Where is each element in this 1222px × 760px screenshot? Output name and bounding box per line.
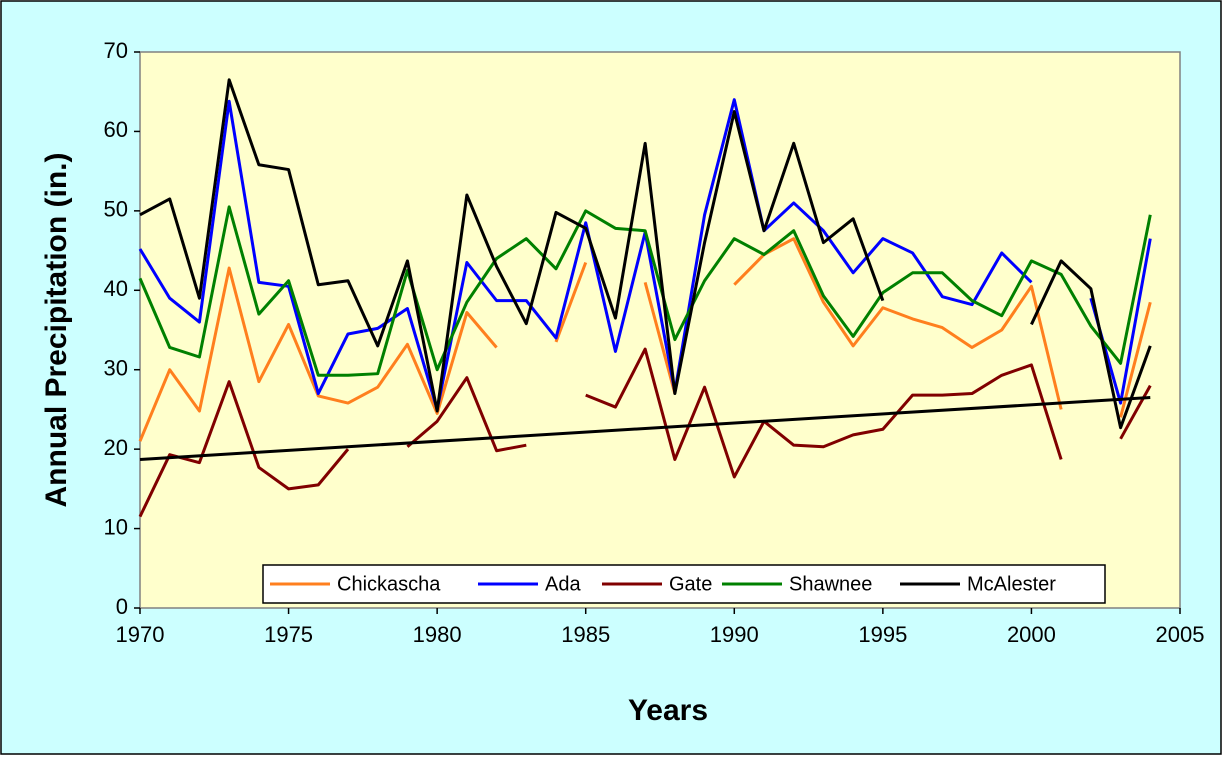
legend-label: Chickascha bbox=[337, 573, 441, 595]
plot-area bbox=[139, 51, 1181, 609]
x-tick-label: 1975 bbox=[264, 622, 313, 647]
x-axis-title: Years bbox=[628, 694, 708, 727]
y-tick-label: 10 bbox=[104, 514, 128, 539]
y-tick-label: 50 bbox=[104, 197, 128, 222]
x-tick-label: 2000 bbox=[1007, 622, 1056, 647]
y-tick-label: 20 bbox=[104, 435, 128, 460]
y-tick-label: 70 bbox=[104, 38, 128, 63]
trend-line bbox=[139, 396, 1151, 461]
y-tick-label: 40 bbox=[104, 276, 128, 301]
legend-label: McAlester bbox=[967, 573, 1056, 595]
x-tick-label: 1970 bbox=[116, 622, 165, 647]
legend-box bbox=[262, 564, 1106, 604]
y-tick-label: 0 bbox=[116, 594, 128, 619]
y-tick-label: 30 bbox=[104, 356, 128, 381]
series-line bbox=[139, 78, 1152, 430]
x-tick-label: 1995 bbox=[858, 622, 907, 647]
x-tick-label: 1985 bbox=[561, 622, 610, 647]
legend-label: Gate bbox=[669, 573, 712, 595]
x-tick-label: 1980 bbox=[413, 622, 462, 647]
series-line bbox=[138, 205, 1152, 377]
series-line bbox=[138, 347, 1152, 518]
x-tick-label: 1990 bbox=[710, 622, 759, 647]
series-line bbox=[138, 237, 1152, 442]
legend-label: Shawnee bbox=[789, 573, 872, 595]
y-axis-title: Annual Precipitation (in.) bbox=[40, 152, 73, 507]
x-tick-label: 2005 bbox=[1156, 622, 1205, 647]
y-tick-label: 60 bbox=[104, 117, 128, 142]
legend-label: Ada bbox=[545, 573, 581, 595]
